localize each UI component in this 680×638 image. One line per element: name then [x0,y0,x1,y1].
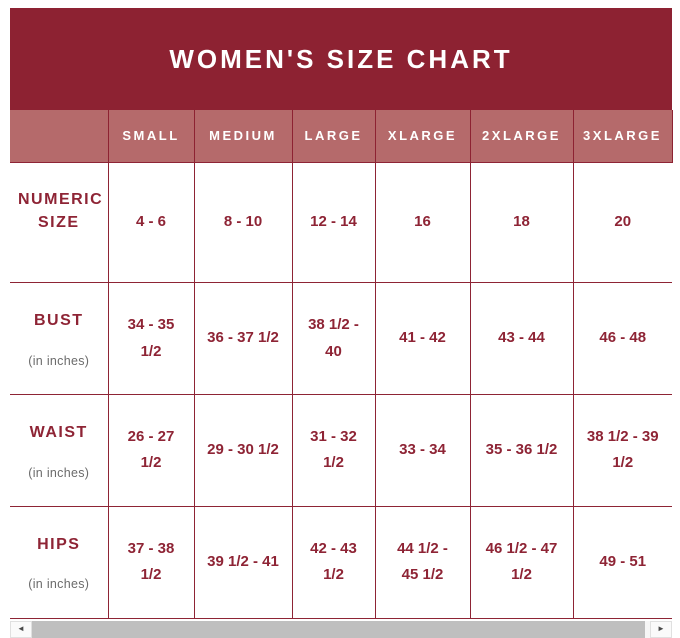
cell-hips-small: 37 - 38 1/2 [107,505,194,619]
cell-waist-xlarge: 33 - 34 [374,393,470,507]
row-label-bust: BUST (in inches) [10,282,108,395]
scroll-right-icon: ► [657,624,665,634]
cell-bust-small: 34 - 35 1/2 [107,282,194,395]
header-xlarge: XLARGE [374,110,470,162]
cell-hips-medium: 39 1/2 - 41 [193,505,292,619]
size-table: SMALL MEDIUM LARGE XLARGE 2XLARGE 3XLARG… [10,110,673,619]
horizontal-scrollbar[interactable]: ◄ ► [10,620,672,638]
chart-title-banner: WOMEN'S SIZE CHART [10,8,672,110]
cell-hips-2xlarge: 46 1/2 - 47 1/2 [469,505,573,619]
scroll-left-button[interactable]: ◄ [10,620,32,638]
cell-waist-3xlarge: 38 1/2 - 39 1/2 [572,393,672,507]
row-label-waist: WAIST (in inches) [10,393,108,507]
cell-hips-3xlarge: 49 - 51 [572,505,672,619]
header-3xlarge: 3XLARGE [572,110,673,162]
cell-waist-2xlarge: 35 - 36 1/2 [469,393,573,507]
scrollbar-thumb[interactable] [32,620,646,638]
header-small: SMALL [107,110,194,162]
header-corner-cell [10,110,108,162]
row-sublabel-text: (in inches) [28,465,90,480]
cell-waist-small: 26 - 27 1/2 [107,393,194,507]
cell-numeric-xlarge: 16 [374,161,470,283]
cell-bust-3xlarge: 46 - 48 [572,282,672,395]
size-chart: WOMEN'S SIZE CHART SMALL MEDIUM LARGE XL… [10,8,673,638]
cell-bust-medium: 36 - 37 1/2 [193,282,292,395]
cell-numeric-large: 12 - 14 [291,161,375,283]
table-row-hips: HIPS (in inches) 37 - 38 1/2 39 1/2 - 41… [10,505,672,619]
row-label-hips: HIPS (in inches) [10,505,108,619]
cell-waist-large: 31 - 32 1/2 [291,393,375,507]
cell-bust-2xlarge: 43 - 44 [469,282,573,395]
cell-numeric-medium: 8 - 10 [193,161,292,283]
row-sublabel-text: (in inches) [28,577,90,592]
scrollbar-track[interactable] [32,620,650,638]
row-label-numeric-size: NUMERIC SIZE [10,161,108,283]
cell-hips-large: 42 - 43 1/2 [291,505,375,619]
cell-waist-medium: 29 - 30 1/2 [193,393,292,507]
header-2xlarge: 2XLARGE [469,110,573,162]
row-label-text: BUST [33,311,84,329]
table-row-bust: BUST (in inches) 34 - 35 1/2 36 - 37 1/2… [10,282,672,395]
header-large: LARGE [291,110,375,162]
row-label-text: WAIST [29,423,88,441]
cell-hips-xlarge: 44 1/2 - 45 1/2 [374,505,470,619]
row-label-text: HIPS [37,535,81,553]
cell-numeric-2xlarge: 18 [469,161,573,283]
table-row-waist: WAIST (in inches) 26 - 27 1/2 29 - 30 1/… [10,393,672,507]
chart-title: WOMEN'S SIZE CHART [169,43,513,74]
cell-numeric-3xlarge: 20 [572,161,672,283]
scroll-left-icon: ◄ [17,624,25,634]
cell-numeric-small: 4 - 6 [107,161,194,283]
row-sublabel-text: (in inches) [28,353,90,368]
cell-bust-xlarge: 41 - 42 [374,282,470,395]
table-header-row: SMALL MEDIUM LARGE XLARGE 2XLARGE 3XLARG… [10,110,673,162]
scroll-right-button[interactable]: ► [650,620,672,638]
header-medium: MEDIUM [193,110,292,162]
table-row-numeric-size: NUMERIC SIZE 4 - 6 8 - 10 12 - 14 16 18 … [10,161,672,283]
cell-bust-large: 38 1/2 - 40 [291,282,375,395]
row-label-text: NUMERIC SIZE [18,191,104,232]
